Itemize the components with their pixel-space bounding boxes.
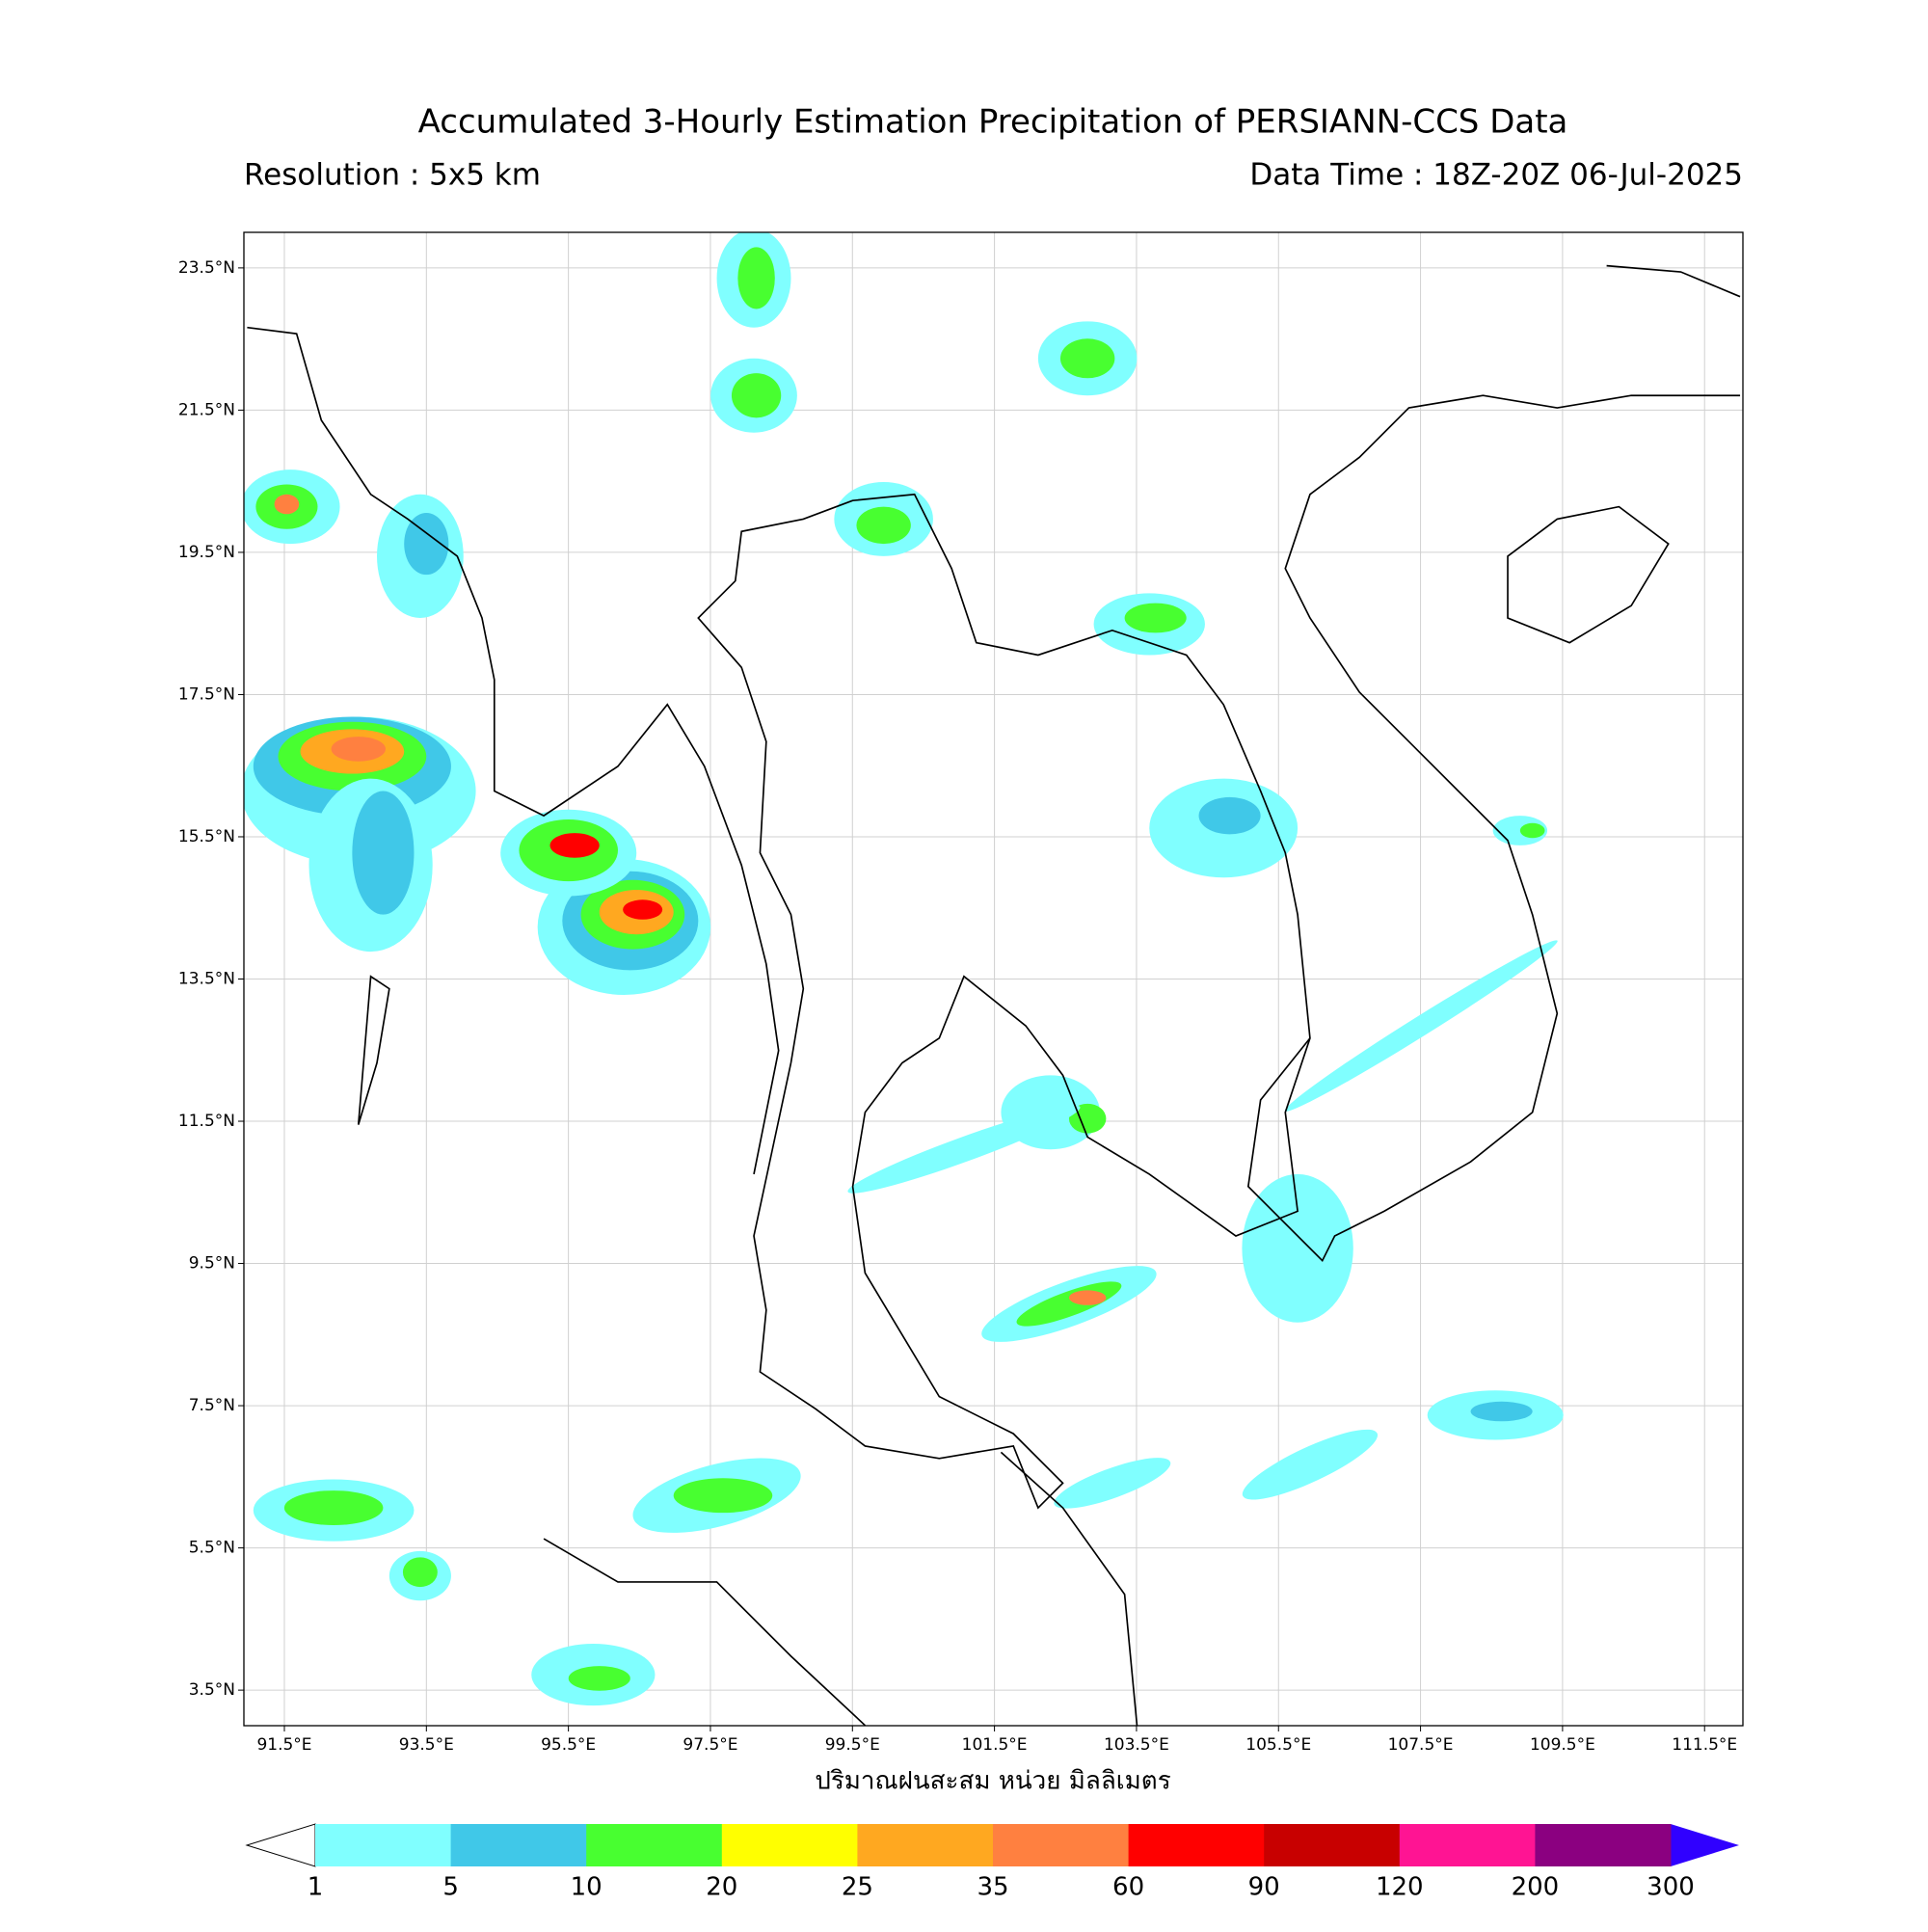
colorbar-label: 300 [1647, 1873, 1695, 1902]
colorbar-label: 25 [842, 1873, 873, 1902]
colorbar-segment [1399, 1824, 1536, 1866]
title: Accumulated 3-Hourly Estimation Precipit… [418, 103, 1568, 142]
x-tick-label: 91.5°E [256, 1735, 311, 1755]
y-tick-label: 11.5°N [178, 1112, 235, 1131]
colorbar-segment [857, 1824, 994, 1866]
colorbar-label: 35 [977, 1873, 1008, 1902]
precip [244, 232, 1564, 1706]
y-tick-label: 19.5°N [178, 543, 235, 562]
resolution: Resolution : 5x5 km [244, 158, 541, 193]
y-tick-label: 15.5°N [178, 827, 235, 846]
colorbar-segment [1535, 1824, 1672, 1866]
x-tick-label: 103.5°E [1104, 1735, 1169, 1755]
y-tick-label: 21.5°N [178, 400, 235, 419]
x-tick-label: 99.5°E [825, 1735, 880, 1755]
colorbar-segment [315, 1824, 452, 1866]
y-tick-label: 23.5°N [178, 258, 235, 278]
y-tick-label: 9.5°N [189, 1254, 235, 1274]
x-tick-label: 97.5°E [683, 1735, 737, 1755]
y-tick-label: 7.5°N [189, 1396, 235, 1415]
y-tick-label: 3.5°N [189, 1680, 235, 1700]
colorbar-label: 90 [1248, 1873, 1280, 1902]
x-tick-label: 105.5°E [1245, 1735, 1311, 1755]
y-tick-label: 5.5°N [189, 1539, 235, 1558]
colorbar-segment [993, 1824, 1130, 1866]
colorbar-label: 200 [1512, 1873, 1560, 1902]
x-axis-label: ปริมาณฝนสะสม หน่วย มิลลิเมตร [815, 1767, 1170, 1796]
colorbar-label: 20 [706, 1873, 737, 1902]
data-time: Data Time : 18Z-20Z 06-Jul-2025 [1249, 158, 1743, 193]
x-tick-label: 107.5°E [1388, 1735, 1454, 1755]
colorbar-label: 10 [571, 1873, 602, 1902]
colorbar-segment [450, 1824, 587, 1866]
colorbar-segment [1264, 1824, 1401, 1866]
colorbar-under [245, 1823, 316, 1867]
x-tick-label: 101.5°E [962, 1735, 1028, 1755]
x-tick-label: 93.5°E [399, 1735, 454, 1755]
x-tick-label: 95.5°E [541, 1735, 596, 1755]
colorbar-label: 1 [308, 1873, 324, 1902]
colorbar-label: 5 [442, 1873, 459, 1902]
colorbar-segment [1128, 1824, 1265, 1866]
coastlines [247, 264, 1741, 1726]
colorbar-label: 120 [1376, 1873, 1424, 1902]
map-layer [244, 232, 1741, 1726]
colorbar-label: 60 [1112, 1873, 1144, 1902]
colorbar-segment [721, 1824, 858, 1866]
colorbar-over [1671, 1824, 1739, 1866]
x-tick-label: 111.5°E [1672, 1735, 1737, 1755]
colorbar-segment [586, 1824, 723, 1866]
y-tick-label: 17.5°N [178, 684, 235, 704]
colorbar: 1 5 10 20 25 35 60 90 120 200 300 [245, 1823, 1739, 1902]
grid [244, 232, 1743, 1726]
x-tick-label: 109.5°E [1530, 1735, 1595, 1755]
y-tick-label: 13.5°N [178, 970, 235, 989]
